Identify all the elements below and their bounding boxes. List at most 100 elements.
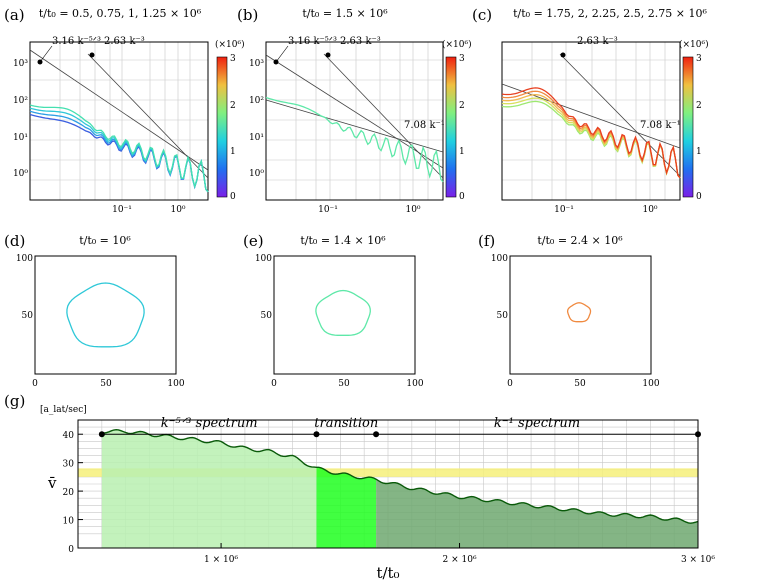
panel-label-f: (f) — [478, 232, 495, 250]
panel-label-d: (d) — [4, 232, 25, 250]
x-axis-label-g: t/t₀ — [376, 564, 399, 582]
colorbar-label-a: (×10⁶) — [215, 39, 245, 50]
regime-marker-3 — [373, 431, 380, 438]
x-tick-b-2: 10⁰ — [405, 205, 420, 215]
colorbar-label-b: (×10⁶) — [442, 39, 472, 50]
colorbar-tick-b-1: 1 — [459, 147, 465, 157]
colorbar-tick-c-1: 1 — [696, 147, 702, 157]
colorbar-tick-b-2: 2 — [459, 101, 465, 111]
x-tick-a-2: 10⁰ — [170, 205, 185, 215]
axes-frame-g — [77, 419, 699, 549]
spectrum-curve-c-5 — [501, 87, 681, 179]
x-tick-c-2: 10⁰ — [642, 205, 657, 215]
vortex-loop-d — [66, 282, 145, 348]
axes-frame-b — [265, 41, 444, 201]
colorbar-a: (×10⁶) 3 2 1 0 — [215, 39, 245, 202]
y-tick-a-1: 10³ — [13, 59, 28, 69]
y-tick-b-4: 10⁰ — [249, 169, 264, 179]
annotation-a-2: 2.63 k⁻³ — [104, 36, 145, 47]
panel-c: (c) t/t₀ = 1.75, 2, 2.25, 2.5, 2.75 × 10… — [472, 6, 707, 215]
panel-f: (f) t/t₀ = 2.4 × 10⁶ 100 50 0 50 100 — [478, 232, 660, 389]
y-ticks-g: 0 10 20 30 40 — [63, 431, 83, 555]
axes-frame-a — [29, 41, 209, 201]
panel-label-c: (c) — [472, 6, 492, 24]
vortex-loop-e — [315, 289, 371, 336]
ref-line-a-1 — [29, 49, 209, 171]
colorbar-tick-c-2: 2 — [696, 101, 702, 111]
y-axis-label-g: v̄ — [47, 474, 57, 492]
annotation-c-2: 7.08 k⁻¹ — [640, 120, 681, 131]
regime-marker-1 — [98, 431, 105, 438]
colorbar-strip-b — [445, 56, 457, 198]
regime-areas-g — [101, 429, 698, 548]
axes-frame-f — [509, 255, 652, 375]
y-tick-label-g: 20 — [63, 488, 75, 498]
y-tick-d-1: 100 — [16, 254, 33, 264]
spectrum-curves-c — [501, 87, 681, 179]
regime-label-1: k⁻⁵ᐟ³ spectrum — [161, 416, 258, 431]
ref-line-b-1 — [265, 54, 444, 169]
panel-b: (b) t/t₀ = 1.5 × 10⁶ 10³ 10² 10¹ 10⁰ 10⁻… — [237, 6, 445, 215]
spectrum-curves-b — [265, 96, 444, 183]
y-tick-label-g: 30 — [63, 460, 75, 470]
ref-line-c-1 — [559, 53, 681, 177]
panel-a: (a) t/t₀ = 0.5, 0.75, 1, 1.25 × 10⁶ 10³ … — [4, 6, 209, 215]
x-tick-f-2: 50 — [574, 379, 586, 389]
x-tick-label-g: 1 × 10⁶ — [204, 555, 238, 565]
grid-b — [266, 42, 443, 200]
x-tick-label-g: 2 × 10⁶ — [443, 555, 477, 565]
grid-a — [30, 42, 208, 200]
annotation-c-1: 2.63 k⁻³ — [577, 36, 618, 47]
annotation-b-1: 3.16 k⁻⁵ᐟ³ — [288, 36, 337, 47]
panel-g: (g) [a_lat/sec] k⁻⁵ᐟ³ spectrum transitio… — [4, 392, 715, 582]
title-f: t/t₀ = 2.4 × 10⁶ — [537, 234, 623, 247]
y-tick-f-1: 100 — [491, 254, 508, 264]
y-tick-e-2: 50 — [261, 311, 273, 321]
panel-e: (e) t/t₀ = 1.4 × 10⁶ 100 50 0 50 100 — [243, 232, 424, 389]
velocity-line-g — [101, 428, 699, 524]
y-tick-f-2: 50 — [497, 311, 509, 321]
colorbar-tick-c-3: 3 — [696, 54, 702, 64]
y-tick-b-2: 10² — [249, 96, 264, 106]
highlight-band-g — [78, 468, 698, 477]
axes-frame-d — [34, 255, 177, 375]
colorbar-tick-c-0: 0 — [696, 192, 702, 202]
colorbar-tick-a-1: 1 — [230, 147, 236, 157]
x-ticks-g: 1 × 10⁶ 2 × 10⁶ 3 × 10⁶ — [204, 543, 715, 565]
annotation-b-2: 2.63 k⁻³ — [340, 36, 381, 47]
panel-label-a: (a) — [4, 6, 25, 24]
vortex-loop-f — [566, 302, 592, 323]
x-tick-f-3: 100 — [642, 379, 659, 389]
panel-d: (d) t/t₀ = 10⁶ 100 50 0 50 100 — [4, 232, 185, 389]
y-tick-b-3: 10¹ — [249, 133, 264, 143]
colorbar-strip-a — [216, 56, 228, 198]
x-tick-a-1: 10⁻¹ — [112, 205, 132, 215]
y-tick-d-2: 50 — [22, 311, 34, 321]
x-tick-f-1: 0 — [507, 379, 513, 389]
colorbar-tick-a-0: 0 — [230, 192, 236, 202]
y-tick-label-g: 10 — [63, 517, 75, 527]
x-tick-e-1: 0 — [271, 379, 277, 389]
annotation-b-3: 7.08 k⁻¹ — [404, 120, 445, 131]
title-e: t/t₀ = 1.4 × 10⁶ — [300, 234, 386, 247]
ref-marker-c-1 — [560, 52, 566, 58]
title-c: t/t₀ = 1.75, 2, 2.25, 2.5, 2.75 × 10⁶ — [513, 7, 707, 20]
spectrum-curves-a — [29, 104, 209, 193]
regime-area-1 — [101, 429, 317, 548]
x-tick-c-1: 10⁻¹ — [554, 205, 574, 215]
x-tick-d-2: 50 — [100, 379, 112, 389]
title-a: t/t₀ = 0.5, 0.75, 1, 1.25 × 10⁶ — [39, 7, 202, 20]
ref-line-b-2 — [323, 53, 444, 179]
panel-label-e: (e) — [243, 232, 264, 250]
highlight-band-rect — [78, 468, 698, 477]
ref-leader-b-1 — [275, 45, 289, 63]
colorbar-b: (×10⁶) 3 2 1 0 — [442, 39, 472, 202]
x-tick-d-3: 100 — [167, 379, 184, 389]
colorbar-c: (×10⁶) 3 2 1 0 — [679, 39, 709, 202]
regime-label-2: transition — [314, 416, 378, 431]
axes-frame-e — [273, 255, 416, 375]
y-tick-a-2: 10² — [13, 96, 28, 106]
x-tick-e-2: 50 — [338, 379, 350, 389]
unit-label-g: [a_lat/sec] — [40, 405, 87, 415]
regime-area-2 — [316, 467, 377, 548]
